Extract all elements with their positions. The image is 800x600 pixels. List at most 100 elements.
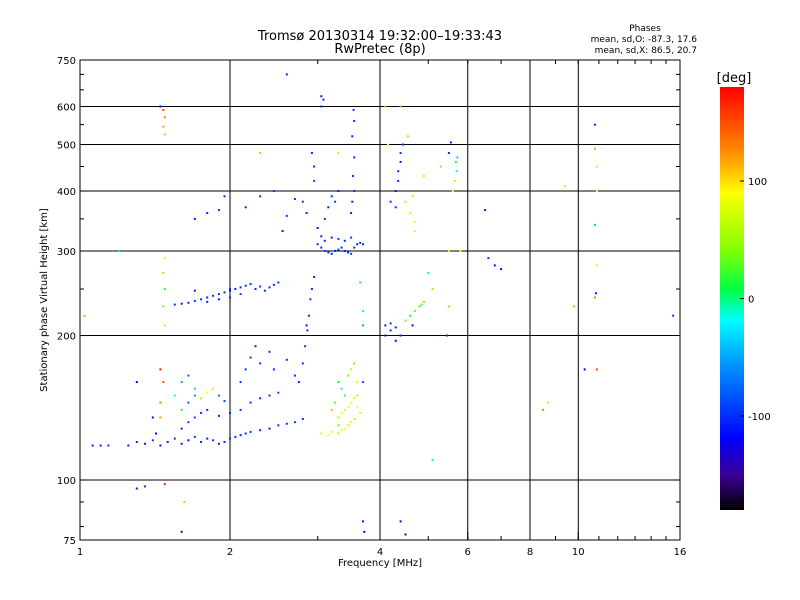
data-point	[411, 195, 414, 198]
data-point	[451, 190, 454, 192]
data-point	[322, 98, 325, 101]
data-point	[162, 272, 165, 274]
data-point	[340, 411, 343, 414]
data-point	[193, 289, 196, 292]
data-point	[268, 394, 271, 397]
x-tick-label: 8	[527, 547, 533, 558]
data-point	[309, 298, 312, 301]
data-point	[343, 394, 346, 397]
data-point	[83, 314, 86, 317]
data-point	[353, 246, 356, 249]
data-point	[583, 368, 586, 371]
data-point	[268, 350, 271, 353]
data-point	[340, 387, 343, 390]
grid-lines	[80, 60, 680, 540]
data-point	[223, 291, 226, 294]
data-point	[394, 326, 397, 329]
data-point	[159, 105, 162, 108]
data-point	[259, 362, 262, 365]
data-point	[234, 435, 237, 438]
y-tick-label: 200	[57, 332, 76, 343]
data-point	[259, 152, 262, 154]
data-point	[259, 429, 262, 432]
data-point	[163, 257, 166, 260]
data-point	[187, 401, 190, 404]
data-point	[229, 289, 231, 292]
data-point	[347, 424, 349, 427]
data-point	[350, 368, 353, 371]
stats-heading: Phases	[629, 24, 661, 34]
data-point	[595, 368, 598, 371]
data-point	[343, 408, 346, 411]
data-point	[427, 272, 430, 274]
data-point	[151, 416, 154, 419]
data-point	[159, 401, 162, 404]
data-point	[447, 250, 450, 252]
data-point	[420, 303, 423, 306]
data-point	[330, 252, 333, 255]
data-point	[163, 324, 166, 327]
colorbar-tick-label: -100	[748, 412, 771, 423]
data-point	[310, 152, 313, 154]
x-axis-label: Frequency [MHz]	[338, 558, 422, 569]
data-point	[404, 319, 407, 322]
data-point	[323, 239, 326, 242]
data-point	[431, 459, 434, 462]
data-point	[594, 292, 597, 295]
data-point	[259, 285, 262, 288]
data-point	[193, 217, 196, 220]
data-point	[334, 250, 337, 252]
data-point	[187, 301, 190, 304]
data-point	[447, 152, 450, 154]
y-tick-label: 500	[57, 141, 76, 152]
data-point	[206, 391, 209, 394]
data-point	[193, 416, 196, 419]
data-point	[595, 190, 598, 192]
data-point	[162, 305, 165, 308]
data-point	[223, 400, 226, 403]
data-point	[180, 530, 183, 533]
data-point	[163, 483, 166, 486]
data-point	[330, 430, 333, 433]
data-point	[217, 209, 220, 212]
data-point	[229, 296, 231, 299]
data-point	[353, 397, 356, 400]
data-point	[359, 281, 362, 284]
data-point	[351, 135, 354, 138]
data-point	[363, 530, 366, 533]
data-point	[320, 95, 323, 98]
data-point	[118, 250, 121, 252]
data-point	[337, 381, 340, 384]
data-point	[356, 394, 359, 397]
data-point	[347, 374, 349, 377]
data-point	[200, 298, 203, 301]
data-point	[353, 156, 356, 159]
data-point	[285, 358, 288, 361]
data-point	[404, 533, 407, 536]
data-point	[244, 432, 247, 435]
data-point	[394, 339, 397, 342]
data-point	[493, 264, 496, 267]
data-point	[285, 422, 288, 425]
data-point	[337, 237, 340, 240]
data-point	[352, 109, 355, 111]
data-point	[187, 374, 190, 377]
data-point	[362, 310, 365, 312]
data-point	[107, 444, 110, 447]
data-point	[593, 147, 596, 150]
data-point	[352, 175, 354, 177]
data-point	[135, 487, 138, 490]
data-point	[387, 143, 389, 146]
data-point	[362, 243, 365, 246]
data-point	[217, 394, 220, 397]
data-point	[249, 356, 252, 359]
data-point	[459, 250, 462, 252]
data-point	[229, 411, 231, 414]
x-tick-label: 1	[77, 547, 83, 558]
data-point	[277, 424, 280, 427]
data-point	[353, 418, 356, 420]
data-point	[135, 441, 138, 443]
data-point	[399, 160, 402, 163]
data-point	[268, 427, 271, 430]
data-point	[307, 314, 310, 317]
